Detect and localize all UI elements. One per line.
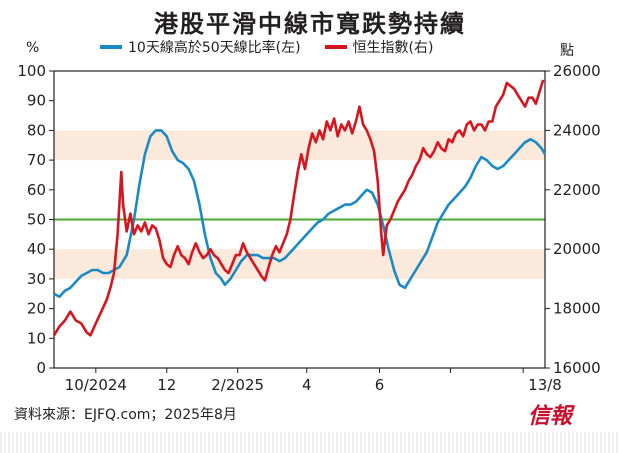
- left-tick-label: 20: [27, 300, 46, 318]
- chart-title: 港股平滑中線市寬跌勢持續: [154, 10, 466, 38]
- left-tick-label: 80: [27, 121, 46, 139]
- shaded-band-0: [54, 249, 545, 279]
- legend-label-breadth: 10天線高於50天線比率(左): [128, 40, 301, 56]
- right-tick-label: 18000: [553, 300, 601, 318]
- left-tick-label: 100: [17, 62, 46, 80]
- x-tick-label: 12: [157, 376, 176, 394]
- legend-label-hsi: 恒生指數(右): [352, 40, 434, 56]
- legend-item-breadth: 10天線高於50天線比率(左): [100, 37, 301, 57]
- left-tick-label: 40: [27, 240, 46, 258]
- legend-swatch-breadth: [100, 45, 122, 49]
- chart-legend: 10天線高於50天線比率(左) 恒生指數(右): [100, 37, 434, 57]
- footer-divider: [0, 432, 620, 453]
- x-tick-label: 4: [302, 376, 312, 394]
- right-tick-label: 16000: [553, 359, 601, 377]
- left-tick-label: 0: [36, 359, 46, 377]
- left-tick-label: 60: [27, 181, 46, 199]
- x-tick-label: 10/2024: [65, 376, 127, 394]
- left-tick-label: 10: [27, 329, 46, 347]
- right-tick-label: 26000: [553, 62, 601, 80]
- right-axis-unit: 點: [560, 43, 574, 59]
- left-tick-label: 30: [27, 270, 46, 288]
- right-tick-label: 24000: [553, 121, 601, 139]
- legend-item-hsi: 恒生指數(右): [324, 37, 434, 57]
- series-line-hsi: [52, 79, 545, 337]
- left-tick-label: 70: [27, 151, 46, 169]
- x-tick-label: 2/2025: [211, 376, 264, 394]
- publisher-logo: 信報: [527, 403, 572, 429]
- left-axis-unit: %: [26, 40, 40, 56]
- legend-swatch-hsi: [324, 45, 347, 49]
- left-tick-label: 90: [27, 92, 46, 110]
- right-tick-label: 22000: [553, 181, 601, 199]
- series-line-breadth: [53, 129, 547, 298]
- shaded-band-1: [54, 130, 545, 161]
- source-note: 資料來源：EJFQ.com；2025年8月: [14, 407, 237, 423]
- left-tick-label: 50: [27, 211, 46, 229]
- right-tick-label: 20000: [553, 240, 601, 258]
- x-tick-label: 13/8: [528, 376, 562, 394]
- x-tick-label: 6: [375, 376, 385, 394]
